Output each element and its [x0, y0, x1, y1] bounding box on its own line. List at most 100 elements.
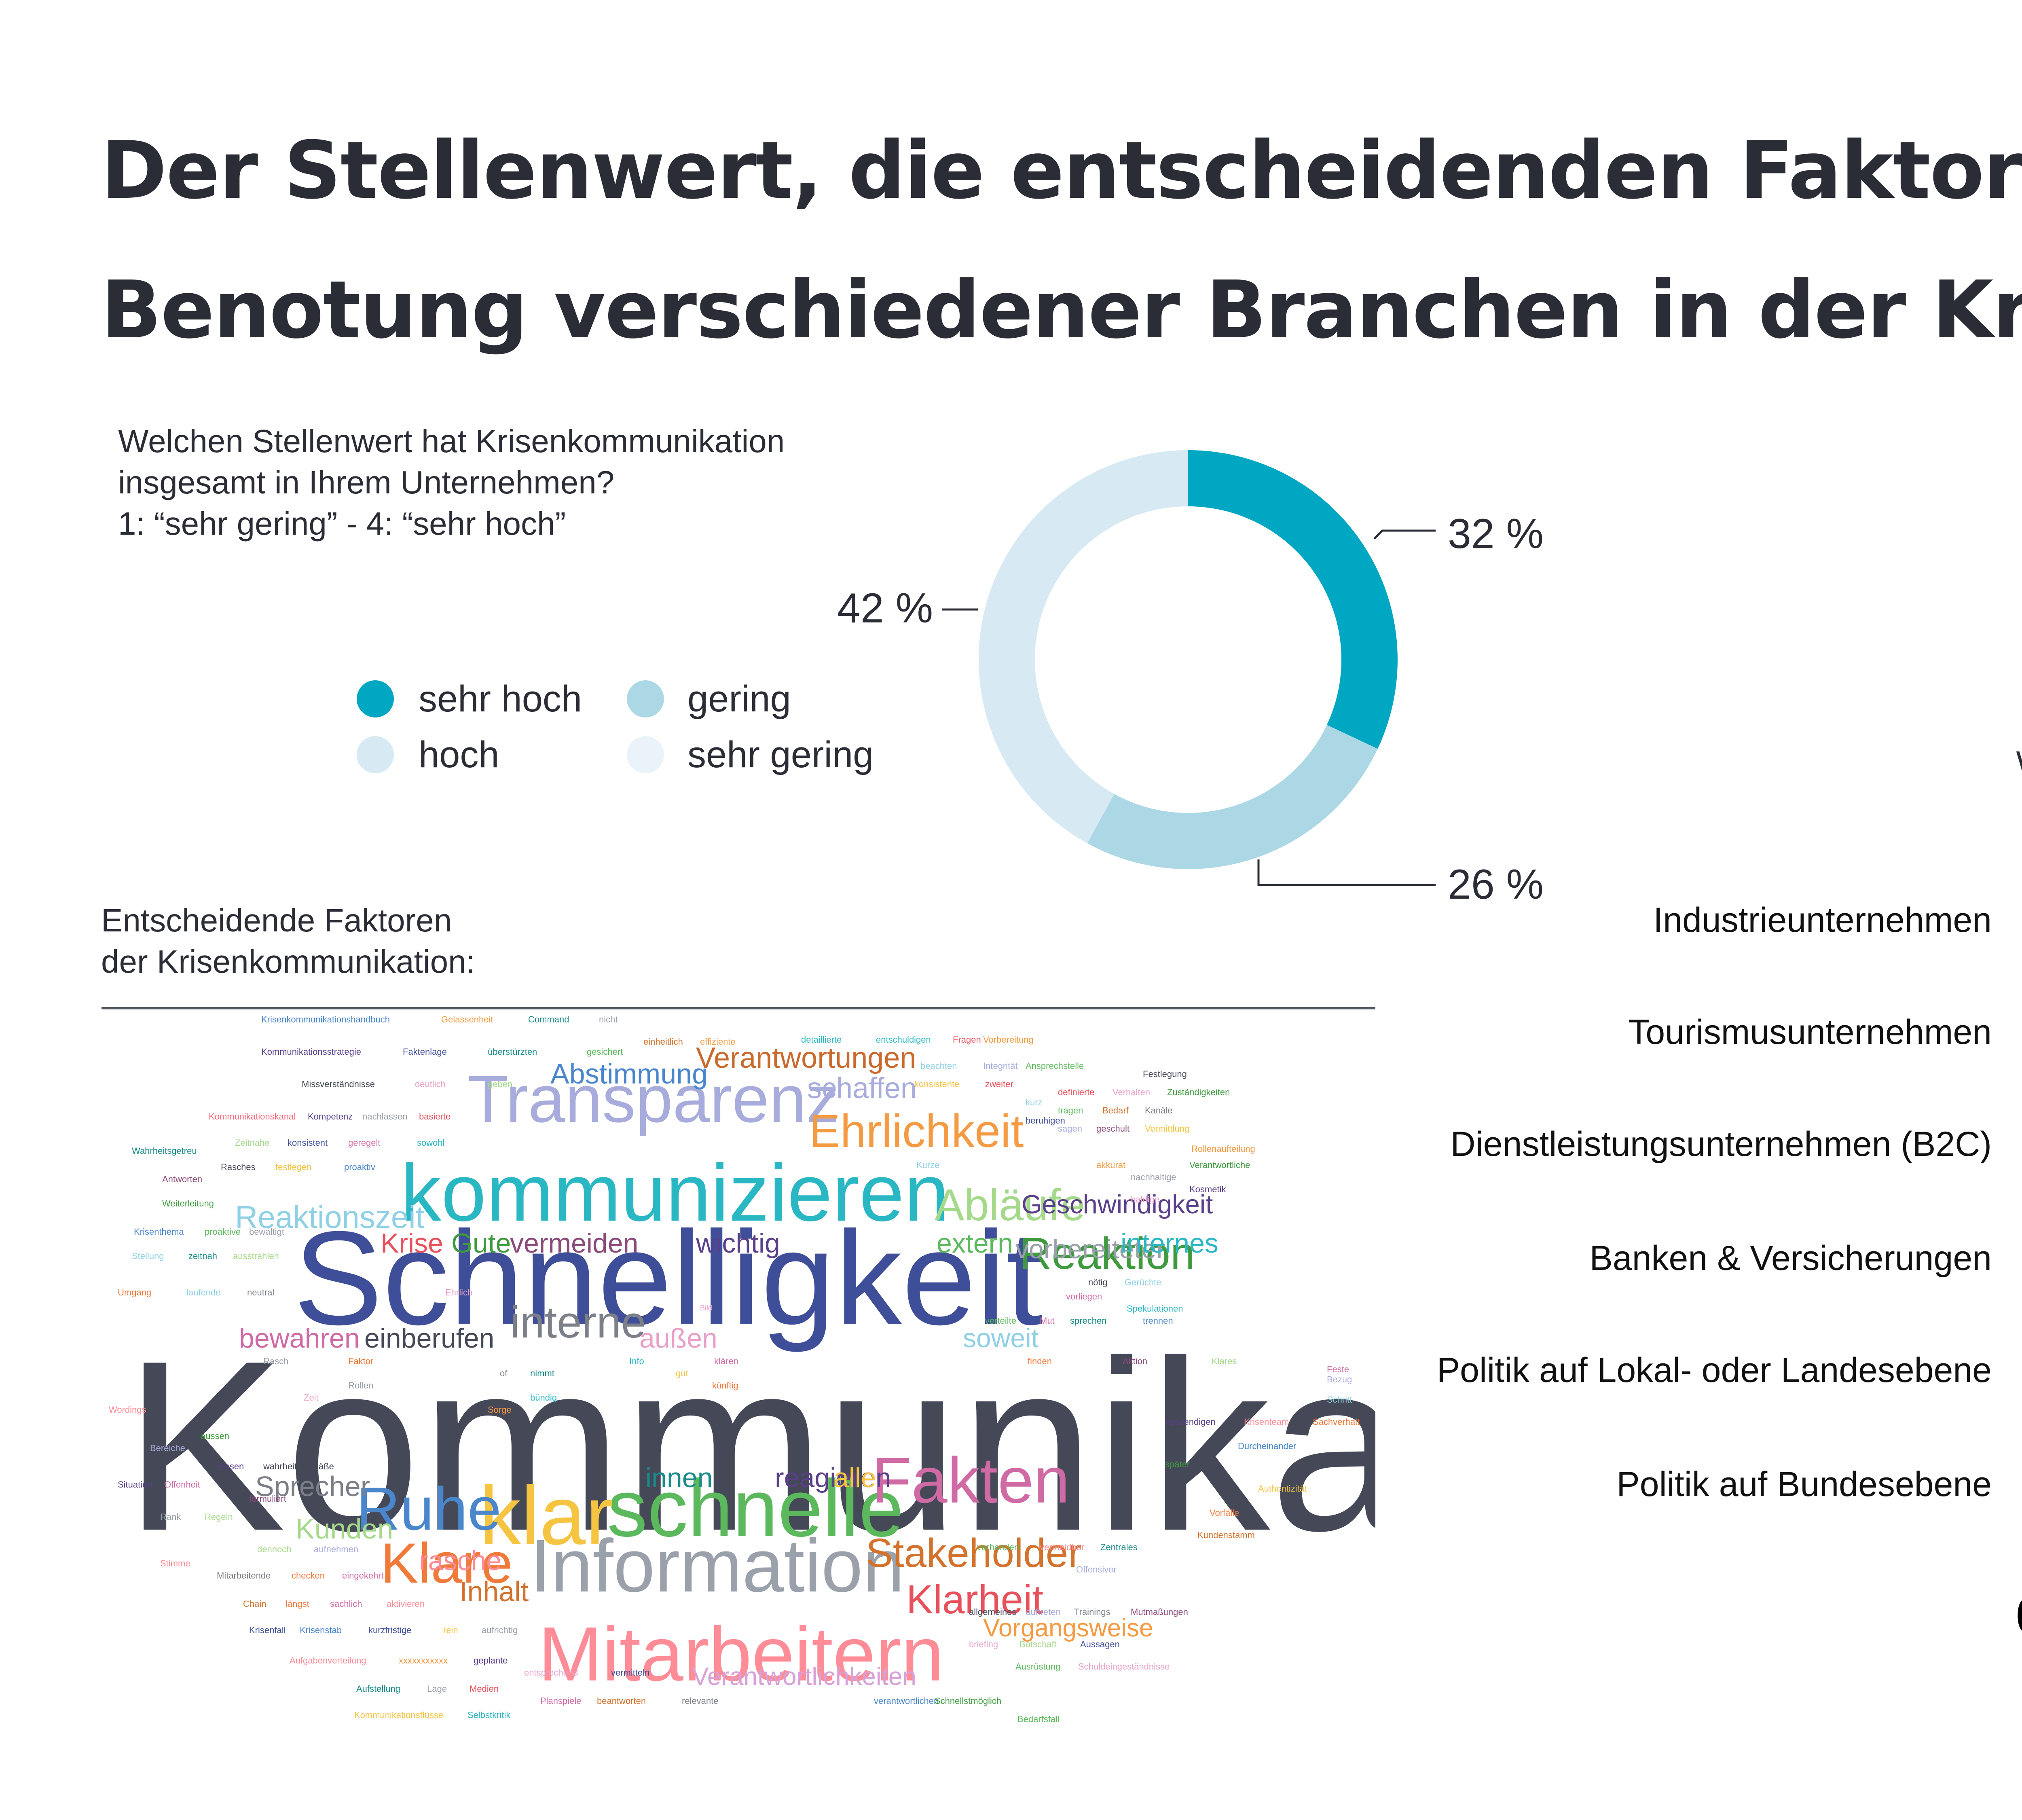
wordcloud-word-festlegen: festlegen: [275, 1162, 312, 1172]
wordcloud-word-ausrüstung: Ausrüstung: [1015, 1661, 1061, 1672]
wordcloud-word-krise: Krise: [381, 1228, 443, 1259]
wordcloud-word-vorbereiteter: vorbereiteter: [1015, 1234, 1165, 1264]
wordcloud-word-klares: Klares: [1212, 1356, 1237, 1366]
wordcloud-word-aufnehmen: aufnehmen: [314, 1544, 359, 1554]
wordcloud-word-zuständigkeiten: Zuständigkeiten: [1167, 1087, 1230, 1097]
legend-label-sehr-hoch: sehr hoch: [419, 678, 582, 720]
wordcloud-word-bedarf: Bedarf: [1102, 1105, 1129, 1115]
wordcloud-word-faktor: Faktor: [348, 1356, 374, 1366]
category-label-banken-versicherungen: Banken & Versicherungen: [1589, 1239, 1992, 1278]
wordcloud-word-aussen: aussen: [201, 1431, 229, 1441]
wordcloud-word-command: Command: [528, 1014, 569, 1024]
wordcloud-word-nimmt: nimmt: [530, 1368, 554, 1378]
wordcloud-word-trainings: Trainings: [1074, 1607, 1110, 1617]
wordcloud-word-interne: interne: [510, 1297, 646, 1347]
wordcloud-word-planspiele: Planspiele: [540, 1696, 582, 1706]
wordcloud-word-abläufe: Abläufe: [935, 1180, 1086, 1230]
wordcloud-word-vermeidbar: vermeidbar: [1040, 1542, 1085, 1552]
wordcloud-word-kompetenz: Kompetenz: [308, 1111, 353, 1122]
wordcloud-word-lage: Lage: [427, 1684, 447, 1694]
x-tick-label-0: 0: [2016, 1590, 2022, 1642]
wordcloud-word-zweiter: zweiter: [985, 1079, 1013, 1089]
wordcloud-word-baldige: baldige: [1131, 1194, 1159, 1204]
wordcloud-word-proaktiv: proaktiv: [344, 1162, 376, 1172]
donut-question: Welchen Stellenwert hat Krisenkommunikat…: [118, 421, 785, 544]
wordcloud-word-künftig: künftig: [712, 1380, 738, 1390]
wordcloud-word-einberufen: einberufen: [364, 1323, 495, 1354]
wordcloud-word-kunden: Kunden: [296, 1513, 393, 1545]
wordcloud-word-gesichert: gesichert: [587, 1047, 623, 1057]
wordcloud-word-klarheit: Klarheit: [906, 1577, 1044, 1622]
wordcloud-word-formuliert: formuliert: [249, 1494, 286, 1504]
wordcloud-word-vermitteln: vermitteln: [611, 1668, 650, 1678]
wordcloud-word-gut: gut: [676, 1368, 688, 1378]
wordcloud-word-reaktionszeit: Reaktionszeit: [235, 1199, 425, 1235]
wordcloud-word-ruhe: Ruhe: [356, 1475, 501, 1543]
wordcloud-word-zeitnahe: Zeitnahe: [235, 1138, 270, 1148]
wordcloud-word-missverständnisse: Missverständnisse: [302, 1079, 375, 1089]
category-label-politik-auf-bundesebene: Politik auf Bundesebene: [1616, 1465, 1992, 1504]
wordcloud-word-außen: außen: [639, 1323, 717, 1354]
wordcloud-word-krisenthema: Krisenthema: [134, 1227, 184, 1237]
wordcloud-word-kommunikationskanal: Kommunikationskanal: [209, 1111, 296, 1122]
wordcloud-word-antworten: Antworten: [162, 1174, 203, 1184]
wordcloud-word-geplante: geplante: [474, 1655, 508, 1666]
wordcloud-word-entsprechend: entsprechend: [524, 1668, 578, 1678]
wordcloud-word-geschult: geschult: [1096, 1124, 1129, 1134]
wordcloud-word-abstimmung: Abstimmung: [550, 1058, 708, 1090]
donut-slice-sehr-hoch: [1188, 450, 1398, 749]
wordcloud-word-proaktive: proaktive: [205, 1227, 241, 1237]
wordcloud-word-längst: längst: [286, 1599, 309, 1609]
wordcloud-word-verteilte: verteilte: [985, 1316, 1017, 1326]
wordcloud-word-eingekehrt: eingekehrt: [342, 1570, 384, 1581]
wordcloud-word-inhalt: Inhalt: [459, 1576, 529, 1607]
wordcloud-word-beachten: beachten: [920, 1061, 957, 1071]
wordcloud-word-überstürzten: überstürzten: [488, 1047, 537, 1057]
legend-label-gering: gering: [687, 678, 791, 720]
wordcloud-word-bewahren: bewahren: [239, 1323, 360, 1354]
leader-line-gering: [1257, 859, 1436, 886]
wordcloud-word-offenheit: Offenheit: [164, 1479, 200, 1490]
wordcloud-word-ansprechstelle: Ansprechstelle: [1026, 1061, 1084, 1071]
wordcloud-word-geben: geben: [488, 1079, 513, 1089]
wordcloud-word-laufende: laufende: [186, 1287, 221, 1297]
wordcloud-word-vermeiden: vermeiden: [510, 1228, 639, 1259]
donut-slice-hoch: [979, 450, 1188, 843]
wordcloud-word-sprecher: Sprecher: [255, 1471, 370, 1502]
wordcloud-word-festlegung: Festlegung: [1143, 1069, 1187, 1079]
wordcloud-word-regeln: Regeln: [205, 1512, 233, 1522]
wordcloud-word-definierte: definierte: [1058, 1087, 1095, 1097]
wordcloud-word-gerüchte: Gerüchte: [1125, 1277, 1161, 1287]
wordcloud-word-briefing: briefing: [969, 1639, 998, 1649]
wordcloud-word-rasch: Rasch: [263, 1356, 289, 1366]
wordcloud-word-akkurat: akkurat: [1096, 1160, 1126, 1170]
wordcloud-word-aktivieren: aktivieren: [387, 1599, 425, 1609]
wordcloud-word-umgang: Umgang: [118, 1287, 152, 1297]
wordcloud-word-rank: Rank: [160, 1512, 181, 1522]
wordcloud-word-wordings: Wordings: [109, 1405, 146, 1415]
wordcloud-word-schnelligkeit: Schnelligkeit: [294, 1203, 1043, 1352]
wordcloud-word-verantwortlichkeiten: Verantwortlichkeiten: [692, 1663, 916, 1691]
wordcloud-word-vorgangsweise: Vorgangsweise: [983, 1614, 1153, 1642]
wordcloud-word-aussagen: Aussagen: [1080, 1639, 1120, 1649]
wordcloud-word-konsistente: konsistente: [914, 1079, 960, 1089]
legend-label-sehr-gering: sehr gering: [687, 734, 874, 775]
wordcloud-word-fragen: Fragen: [953, 1035, 981, 1045]
wordcloud-word-kommunikation: Kommunikation: [124, 1310, 1375, 1581]
wordcloud-word-alle: alle: [833, 1462, 876, 1493]
wordcloud-heading-line-1: Entscheidende Faktoren: [101, 902, 452, 938]
wordcloud-word-xxxxxxxxxxx: xxxxxxxxxxx: [399, 1655, 448, 1666]
legend-swatch-sehr-gering: [627, 736, 664, 773]
legend-swatch-hoch: [357, 736, 394, 773]
page-title-line-1: Der Stellenwert, die entscheidenden Fakt…: [101, 125, 2022, 217]
wordcloud-heading-line-2: der Krisenkommunikation:: [101, 944, 475, 980]
wordcloud-word-verantwortlichen: verantwortlichen: [874, 1696, 939, 1706]
donut-question-line-3: 1: “sehr gering” - 4: “sehr hoch”: [118, 506, 566, 542]
wordcloud-word-zeitnah: zeitnah: [188, 1251, 217, 1261]
wordcloud-word-weiterleitung: Weiterleitung: [162, 1198, 214, 1208]
wordcloud-word-wahrheitsgetreu: Wahrheitsgetreu: [132, 1146, 197, 1156]
wordcloud-word-relevante: relevante: [682, 1696, 719, 1706]
wordcloud-word-info: Info: [629, 1356, 644, 1366]
wordcloud-word-situation: Situation: [118, 1479, 152, 1490]
category-label-industrieunternehmen: Industrieunternehmen: [1653, 901, 1992, 940]
